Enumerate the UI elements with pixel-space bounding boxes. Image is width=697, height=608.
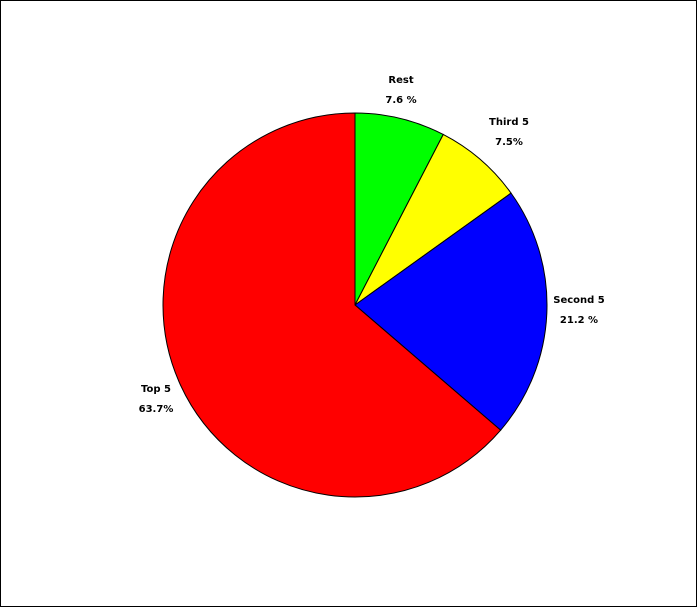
pie-labels: Rest 7.6 % Third 5 7.5% Second 5 21.2 % Top 5 6… [139, 75, 605, 415]
slice-value-third-5: 7.5% [495, 137, 523, 148]
slice-label-top-5: Top 5 [141, 384, 171, 395]
slice-label-third-5: Third 5 [489, 117, 529, 128]
slice-value-top-5: 63.7% [139, 404, 174, 415]
slice-label-rest: Rest [388, 75, 413, 86]
slice-label-second-5: Second 5 [553, 295, 605, 306]
slice-value-rest: 7.6 % [385, 95, 416, 106]
slice-value-second-5: 21.2 % [560, 315, 598, 326]
pie-slices [162, 112, 548, 498]
pie-slice-top-5 [162, 112, 502, 498]
pie-slice-second-5 [354, 192, 548, 431]
